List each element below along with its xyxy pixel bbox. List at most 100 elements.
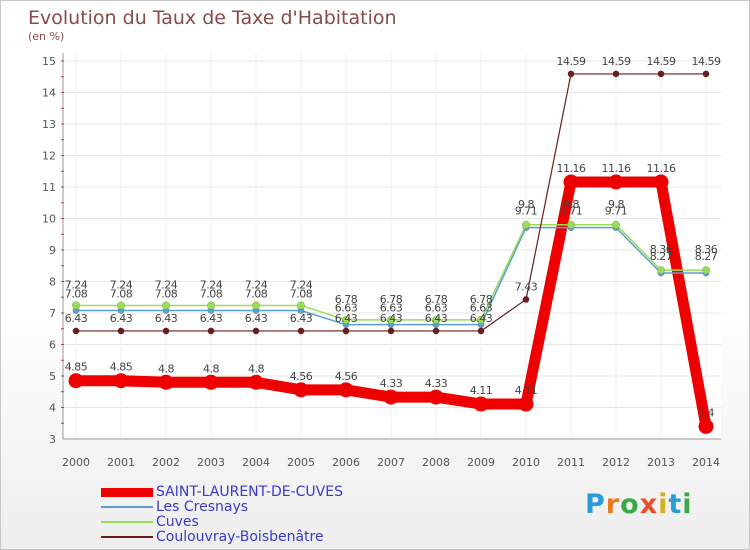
y-tick-label: 15: [42, 55, 56, 68]
x-tick-label: 2000: [62, 456, 90, 469]
data-label: 4.8: [158, 362, 174, 375]
data-point: [68, 373, 84, 389]
data-label: 4.85: [65, 361, 88, 374]
brand-letter: i: [658, 489, 669, 520]
data-label: 9.71: [605, 205, 628, 218]
data-label: 6.43: [65, 312, 88, 325]
y-tick-label: 11: [42, 181, 56, 194]
data-label: 9.71: [515, 205, 538, 218]
data-point: [158, 374, 174, 390]
data-label: 7.24: [200, 278, 223, 291]
data-label: 6.63: [380, 302, 403, 315]
data-point: [296, 301, 306, 310]
legend-swatch: [101, 536, 153, 538]
data-point: [116, 301, 126, 310]
y-tick-label: 13: [42, 118, 56, 131]
data-label: 6.43: [110, 312, 133, 325]
data-point: [611, 220, 621, 229]
data-label: 6.43: [290, 312, 313, 325]
y-tick-label: 5: [49, 370, 56, 383]
data-label: 6.78: [380, 293, 403, 306]
data-point: [251, 301, 261, 310]
y-tick-label: 9: [49, 244, 56, 257]
data-point: [518, 396, 534, 412]
y-tick-label: 3: [49, 433, 56, 446]
data-point: [476, 315, 486, 324]
data-point: [386, 315, 396, 324]
data-label: 7.24: [245, 278, 268, 291]
data-point: [341, 315, 351, 324]
data-point: [608, 174, 624, 190]
data-label: 7.08: [245, 287, 268, 300]
data-label: 14.59: [647, 55, 676, 68]
legend-swatch: [101, 506, 153, 508]
data-label: 4.11: [470, 384, 493, 397]
data-label: 6.78: [425, 293, 448, 306]
x-tick-label: 2004: [242, 456, 270, 469]
data-point: [162, 327, 170, 335]
x-tick-label: 2003: [197, 456, 225, 469]
data-point: [71, 301, 81, 310]
y-tick-label: 6: [49, 339, 56, 352]
data-point: [207, 327, 215, 335]
x-tick-label: 2002: [152, 456, 180, 469]
brand-logo: Proxiti: [585, 489, 693, 520]
data-label: 4.33: [380, 377, 403, 390]
data-label: 3.4: [698, 406, 714, 419]
data-label: 7.08: [290, 287, 313, 300]
data-label: 4.56: [335, 370, 358, 383]
chart-subtitle: (en %): [28, 30, 65, 43]
data-point: [567, 70, 575, 78]
legend-swatch: [101, 521, 153, 523]
data-point: [342, 327, 350, 335]
data-label: 6.78: [335, 293, 358, 306]
data-label: 4.85: [110, 361, 133, 374]
data-label: 6.63: [470, 302, 493, 315]
data-label: 7.43: [515, 280, 538, 293]
legend-label: Les Cresnays: [156, 499, 249, 515]
y-tick-label: 4: [49, 402, 56, 415]
data-label: 4.8: [203, 362, 219, 375]
x-tick-label: 2008: [422, 456, 450, 469]
data-point: [206, 301, 216, 310]
x-tick-label: 2006: [332, 456, 360, 469]
data-label: 11.16: [557, 162, 586, 175]
data-point: [656, 266, 666, 275]
data-label: 7.24: [290, 278, 313, 291]
data-label: 7.08: [200, 287, 223, 300]
data-point: [248, 374, 264, 390]
data-point: [293, 382, 309, 398]
data-point: [612, 70, 620, 78]
data-label: 14.59: [557, 55, 586, 68]
data-label: 8.27: [650, 250, 673, 263]
plot-area: [63, 53, 721, 439]
y-tick-label: 10: [42, 213, 56, 226]
data-label: 4.33: [425, 377, 448, 390]
data-point: [701, 266, 711, 275]
data-point: [563, 174, 579, 190]
data-label: 6.63: [425, 302, 448, 315]
legend-label: Coulouvray-Boisbenâtre: [156, 529, 324, 545]
data-label: 6.78: [470, 293, 493, 306]
data-point: [383, 389, 399, 405]
data-point: [473, 396, 489, 412]
data-label: 6.43: [200, 312, 223, 325]
data-point: [203, 374, 219, 390]
data-point: [117, 327, 125, 335]
data-label: 8.36: [695, 243, 718, 256]
data-point: [521, 220, 531, 229]
data-label: 4.11: [515, 384, 538, 397]
data-label: 14.59: [602, 55, 631, 68]
legend-label: SAINT-LAURENT-DE-CUVES: [156, 484, 343, 500]
data-label: 11.16: [602, 162, 631, 175]
y-tick-label: 8: [49, 276, 56, 289]
data-point: [657, 70, 665, 78]
data-label: 6.43: [425, 312, 448, 325]
data-label: 14.59: [692, 55, 721, 68]
data-point: [428, 389, 444, 405]
data-label: 4.56: [290, 370, 313, 383]
data-label: 8.36: [650, 243, 673, 256]
x-tick-label: 2012: [602, 456, 630, 469]
data-point: [387, 327, 395, 335]
